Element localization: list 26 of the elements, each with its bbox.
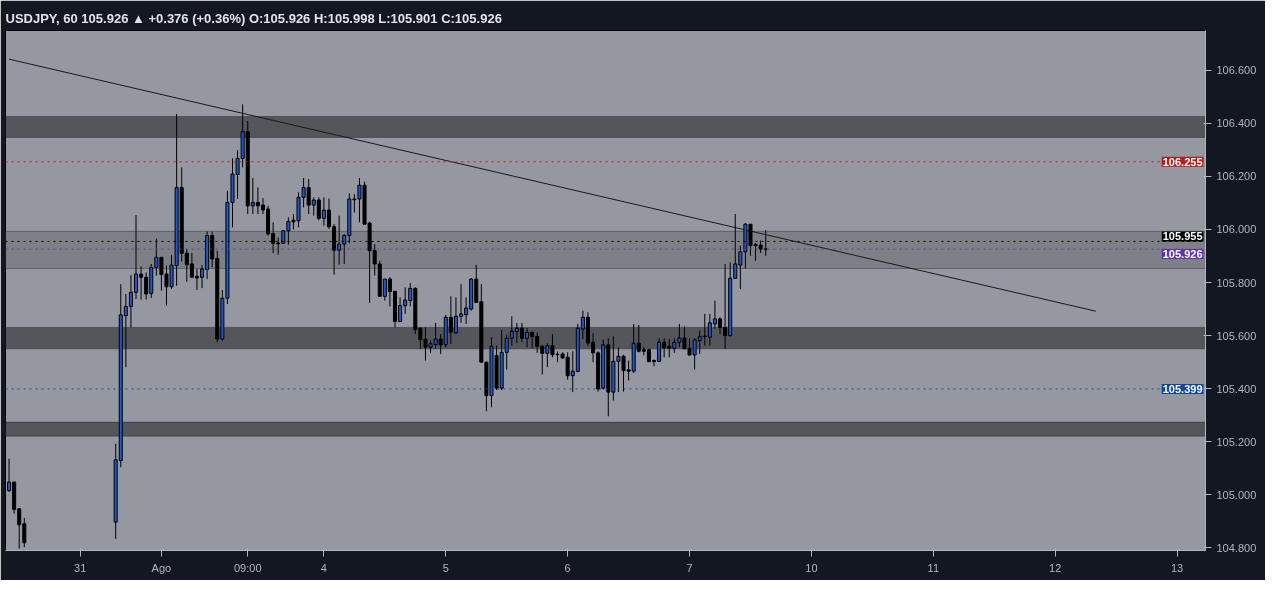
- y-tick-label: 105.400: [1216, 382, 1257, 395]
- y-tick-label: 106.400: [1216, 117, 1257, 130]
- y-tick-label: 106.000: [1216, 223, 1257, 236]
- x-tick-label: 13: [1170, 561, 1184, 574]
- y-tick-label: 106.600: [1216, 64, 1257, 77]
- y-tick-label: 105.600: [1216, 329, 1257, 342]
- y-tick-label: 105.800: [1216, 276, 1257, 289]
- y-tick-label: 105.000: [1216, 488, 1257, 501]
- x-tick-label: 4: [320, 561, 327, 574]
- ref-line-label: 105.399: [1162, 382, 1203, 395]
- ref-line-label: 106.255: [1162, 155, 1203, 168]
- ref-line-label: 105.926: [1162, 248, 1203, 261]
- x-tick-label: 09:00: [233, 561, 262, 574]
- x-tick-label: 12: [1049, 561, 1062, 574]
- y-tick-label: 105.200: [1216, 435, 1257, 448]
- y-tick-label: 106.200: [1216, 170, 1257, 183]
- y-tick-label: 104.800: [1216, 541, 1257, 554]
- x-tick-label: 11: [927, 561, 940, 574]
- ref-line-label: 105.955: [1162, 230, 1203, 243]
- chart-title: USDJPY, 60 105.926 ▲ +0.376 (+0.36%) O:105.926 H:105.998 L:105.901 C:105.926: [5, 10, 502, 26]
- x-tick-label: 5: [442, 561, 449, 574]
- x-tick-label: 10: [805, 561, 818, 574]
- x-tick-label: 7: [686, 561, 693, 574]
- x-tick-label: Ago: [151, 561, 172, 574]
- x-tick-label: 31: [74, 561, 87, 574]
- x-tick-label: 6: [564, 561, 571, 574]
